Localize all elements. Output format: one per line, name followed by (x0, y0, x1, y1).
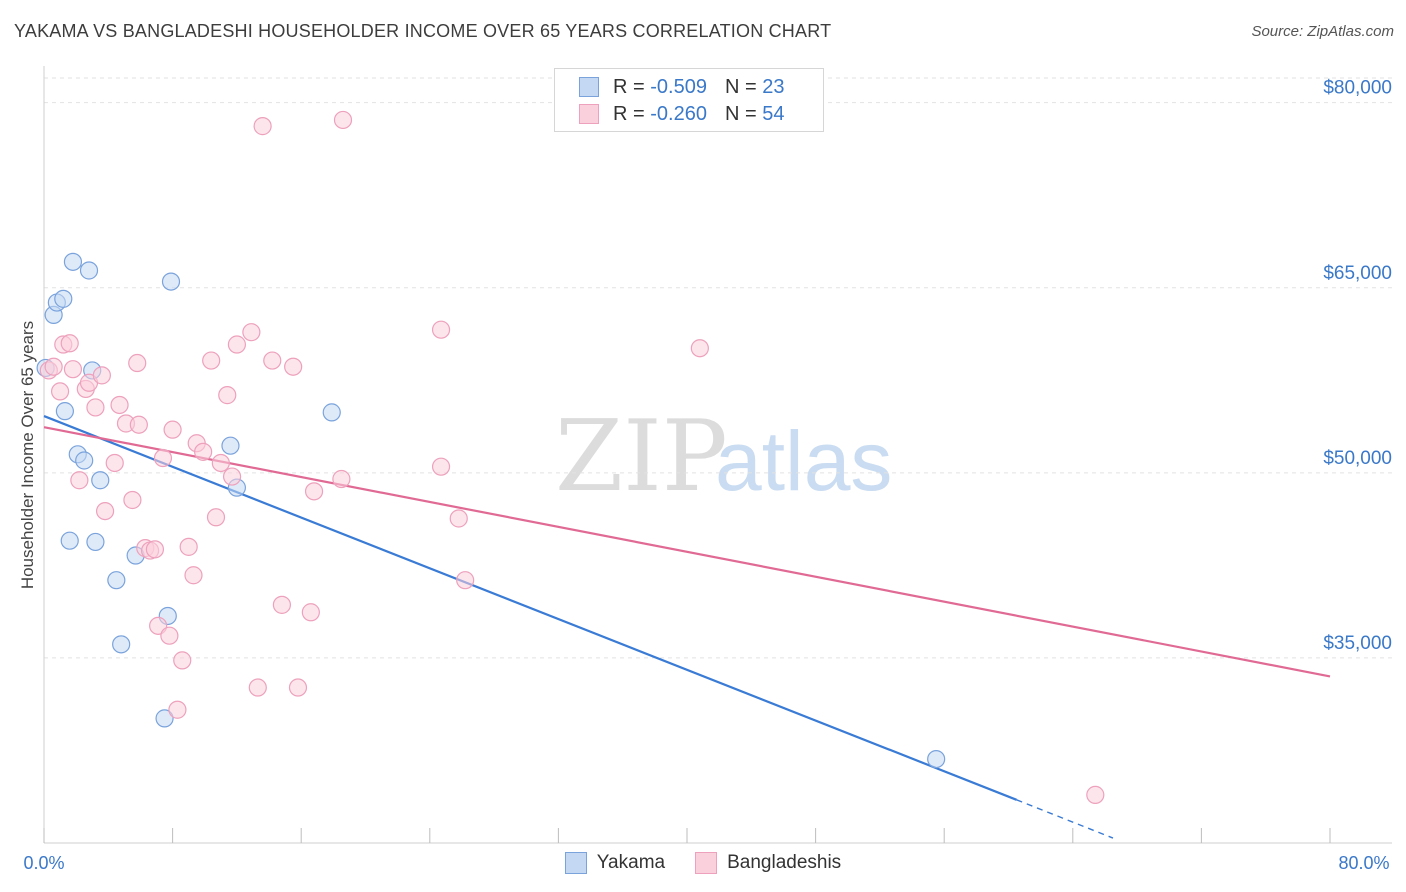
bangladeshis-point (431, 457, 451, 476)
yakama-point (221, 436, 240, 455)
bangladeshis-point (431, 320, 451, 339)
legend-row-yakama: R = -0.509 N = 23 (579, 76, 784, 98)
bangladeshis-point (92, 366, 111, 385)
y-tick-label: $50,000 (1323, 448, 1392, 469)
yakama-point (155, 709, 174, 728)
legend-item-yakama[interactable]: Yakama (564, 852, 666, 874)
legend-item-bangladeshis[interactable]: Bangladeshis (695, 852, 841, 874)
yakama-trend-line (43, 415, 1017, 801)
bangladeshis-point (60, 334, 79, 353)
yakama-point (91, 471, 110, 490)
yakama-point (927, 749, 946, 769)
y-tick-label: $65,000 (1323, 263, 1392, 284)
bangladeshis-point (128, 353, 147, 373)
bangladeshis-point (129, 415, 148, 434)
yakama-point (75, 451, 94, 470)
bangladeshis-point (211, 453, 230, 473)
x-tick-label: 80.0% (1338, 853, 1389, 873)
bangladeshis-point (263, 351, 282, 370)
bangladeshis-point (173, 651, 192, 670)
bangladeshis-point (160, 626, 179, 645)
source-label: Source: ZipAtlas.com (1251, 23, 1394, 40)
yakama-point (322, 403, 341, 422)
r-label: R = (613, 102, 645, 125)
watermark-zip: ZIP (555, 400, 728, 514)
bangladeshis-point (227, 335, 246, 354)
legend-row-bangladeshis: R = -0.260 N = 54 (579, 103, 784, 125)
yakama-point (161, 272, 181, 291)
yakama-legend-label: Yakama (596, 852, 666, 873)
yakama-swatch (579, 77, 599, 97)
bangladeshis-point (50, 382, 70, 401)
r-value: -0.260 (650, 102, 707, 125)
bangladeshis-point (284, 357, 303, 376)
bangladeshis-legend-swatch (695, 852, 718, 874)
y-axis-label: Householder Income Over 65 years (18, 320, 37, 590)
bangladeshis-point (218, 386, 237, 405)
bangladeshis-point (168, 700, 187, 719)
bangladeshis-point (63, 360, 83, 379)
bangladeshis-point (145, 540, 165, 559)
bangladeshis-point (288, 678, 308, 697)
n-label: N = (724, 75, 757, 98)
bangladeshis-point (206, 508, 226, 527)
bangladeshis-point (179, 537, 198, 556)
bangladeshis-point (105, 453, 124, 473)
bangladeshis-trend-line (43, 426, 1331, 678)
bangladeshis-point (253, 117, 272, 136)
bangladeshis-swatch (579, 104, 599, 124)
bangladeshis-point (184, 566, 203, 585)
yakama-point (86, 532, 105, 552)
bangladeshis-point (332, 469, 351, 489)
yakama-point (60, 531, 79, 550)
yakama-trend-extension (1016, 799, 1114, 839)
bangladeshis-point (272, 595, 292, 614)
bangladeshis-point (70, 471, 89, 490)
chart-title: YAKAMA VS BANGLADESHI HOUSEHOLDER INCOME… (14, 21, 832, 41)
n-value: 23 (762, 75, 785, 98)
series-legend: Yakama Bangladeshis (0, 852, 1406, 874)
x-tick-label: 0.0% (23, 853, 64, 873)
yakama-point (55, 402, 74, 421)
bangladeshis-point (95, 501, 115, 521)
bangladeshis-point (248, 678, 267, 697)
bangladeshis-point (163, 420, 182, 439)
yakama-point (54, 289, 73, 308)
bangladeshis-point (44, 357, 63, 376)
y-tick-label: $80,000 (1323, 78, 1392, 99)
yakama-legend-swatch (564, 852, 587, 874)
bangladeshis-point (194, 442, 213, 461)
r-label: R = (613, 75, 645, 98)
bangladeshis-point (301, 603, 320, 622)
r-value: -0.509 (650, 75, 707, 98)
y-tick-label: $35,000 (1323, 633, 1392, 654)
watermark-atlas: atlas (715, 414, 892, 508)
bangladeshis-point (333, 110, 353, 130)
yakama-point (107, 571, 126, 590)
yakama-point (112, 635, 131, 654)
bangladeshis-point (202, 351, 221, 370)
n-label: N = (724, 102, 757, 125)
stats-legend: R = -0.509 N = 23 R = -0.260 N = 54 (554, 68, 824, 132)
bangladeshis-point (1086, 785, 1105, 804)
n-value: 54 (762, 102, 785, 125)
yakama-point (79, 261, 99, 280)
bangladeshis-point (690, 339, 709, 358)
bangladeshis-point (456, 571, 475, 590)
bangladeshis-point (449, 509, 468, 528)
bangladeshis-point (110, 395, 129, 415)
yakama-point (63, 252, 83, 271)
bangladeshis-point (123, 490, 142, 510)
bangladeshis-point (86, 398, 105, 417)
bangladeshis-point (242, 323, 261, 342)
bangladeshis-legend-label: Bangladeshis (727, 852, 842, 873)
bangladeshis-point (222, 467, 242, 486)
bangladeshis-point (304, 482, 324, 501)
bangladeshis-point (153, 448, 173, 468)
